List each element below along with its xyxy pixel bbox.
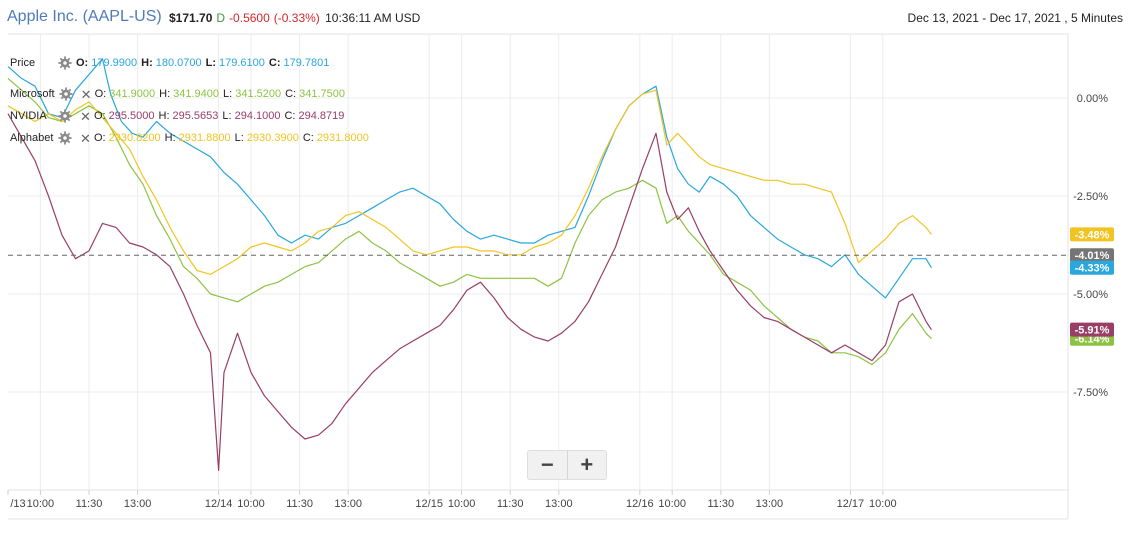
x-tick-label: 10:00: [27, 498, 55, 510]
x-tick-label: 11:30: [707, 498, 734, 510]
reference-value-badge-bg: [1070, 248, 1114, 263]
series-value-badge-alphabet: -3.48%: [1075, 229, 1110, 241]
legend-value-h: 341.9400: [173, 88, 220, 100]
legend-row-nvidia: NVIDIA ✕ O: 295.5000 H: 295.5653 L: 294.1000 C: 2…: [10, 109, 344, 123]
legend-key-h: H:: [158, 110, 170, 122]
gear-icon[interactable]: [58, 109, 72, 123]
legend-row-alphabet: Alphabet ✕ O: 2930.8200 H: 2931.8800 L: 2930.39…: [10, 131, 369, 145]
legend-key-c: C:: [285, 88, 297, 100]
date-range[interactable]: Dec 13, 2021 - Dec 17, 2021 , 5 Minutes: [907, 11, 1123, 25]
x-tick-label: 13:00: [124, 498, 152, 510]
series-line-alphabet: [7, 89, 932, 275]
series-value-badge-nvidia-bg: [1070, 322, 1114, 337]
legend-key-l: L:: [223, 88, 233, 100]
legend-row-microsoft: Microsoft ✕ O: 341.9000 H: 341.9400 L: 341.5200…: [10, 87, 345, 101]
zoom-control: − +: [527, 450, 607, 480]
x-tick-label: 11:30: [286, 498, 313, 510]
legend-row-price: Price O: 179.9900 H: 180.0700 L: 179.6100 C: 179…: [10, 56, 329, 70]
price-change: -0.5600: [229, 11, 270, 25]
quote-line: $171.70 D -0.5600 (-0.33%) 10:36:11 AM USD: [169, 11, 420, 25]
gear-icon[interactable]: [59, 87, 73, 101]
legend-key-l: L:: [205, 57, 217, 69]
series-line-nvidia: [7, 113, 932, 471]
legend-value-l: 294.1000: [234, 110, 281, 122]
x-tick-label: 11:30: [497, 498, 524, 510]
y-tick-label: 0.00%: [1077, 93, 1108, 105]
minus-icon: −: [540, 452, 554, 477]
reference-value-badge: -4.01%: [1075, 250, 1110, 262]
legend-key-l: L:: [222, 110, 232, 122]
legend-value-o: 295.5000: [108, 110, 155, 122]
series-value-badge-price-bg: [1070, 260, 1114, 275]
legend-key-c: C:: [302, 132, 314, 144]
close-icon[interactable]: ✕: [80, 86, 92, 102]
y-tick-label: -7.50%: [1073, 387, 1108, 399]
close-icon[interactable]: ✕: [80, 130, 91, 146]
zoom-divider: [566, 451, 568, 479]
x-tick-label: 10:00: [658, 498, 686, 510]
legend-value-c: 294.8719: [298, 110, 345, 122]
legend-key-o: O:: [94, 88, 107, 100]
legend-key-h: H:: [141, 57, 153, 69]
legend-key-c: C:: [284, 110, 296, 122]
legend-value-l: 179.6100: [219, 57, 265, 69]
x-tick-label: 13:00: [334, 498, 362, 510]
x-tick-label: 12/15: [415, 498, 443, 510]
x-tick-label: 10:00: [237, 498, 265, 510]
legend-key-c: C:: [268, 57, 281, 69]
x-tick-label: 13:00: [545, 498, 573, 510]
legend-series-name: Alphabet: [10, 132, 54, 144]
series-value-badge-alphabet-bg: [1070, 227, 1114, 242]
legend-series-name: Microsoft: [10, 88, 55, 100]
legend-series-name: Price: [10, 57, 36, 69]
x-tick-label: 12/17: [837, 498, 865, 510]
gear-icon[interactable]: [58, 56, 72, 70]
price-change-pct: (-0.33%): [273, 11, 320, 25]
quote-flag: D: [216, 11, 226, 25]
series-line-microsoft: [7, 77, 932, 366]
legend-value-h: 2931.8800: [178, 132, 231, 144]
series-value-badge-microsoft: -6.14%: [1075, 334, 1110, 346]
legend-key-o: O:: [94, 132, 106, 144]
x-tick-label: 13:00: [756, 498, 784, 510]
series-value-badge-price: -4.33%: [1075, 263, 1110, 275]
plus-icon: +: [580, 452, 594, 477]
legend-value-l: 2930.3900: [246, 132, 299, 144]
legend-value-o: 2930.8200: [108, 132, 161, 144]
legend-value-h: 180.0700: [155, 57, 202, 69]
gear-icon[interactable]: [58, 131, 72, 145]
legend-value-c: 2931.8000: [316, 132, 369, 144]
legend-series-name: NVIDIA: [10, 110, 47, 122]
zoom-out-button[interactable]: −: [528, 451, 567, 479]
close-icon[interactable]: ✕: [80, 108, 91, 124]
legend-key-l: L:: [234, 132, 244, 144]
legend-key-o: O:: [76, 57, 89, 69]
last-price: $171.70: [169, 11, 213, 25]
x-tick-label: 10:00: [448, 498, 476, 510]
y-tick-label: -2.50%: [1073, 191, 1108, 203]
legend-value-o: 341.9000: [109, 88, 156, 100]
y-tick-label: -5.00%: [1073, 289, 1108, 301]
security-title[interactable]: Apple Inc. (AAPL-US): [7, 8, 162, 25]
x-tick-label: 12/16: [626, 498, 654, 510]
series-line-price: [7, 58, 932, 299]
legend-value-c: 179.7801: [283, 57, 330, 69]
legend-value-o: 179.9900: [91, 57, 138, 69]
legend-key-h: H:: [159, 88, 171, 100]
legend-value-c: 341.7500: [299, 88, 345, 100]
zoom-in-button[interactable]: +: [568, 451, 607, 479]
legend-key-o: O:: [94, 110, 106, 122]
x-tick-label: 10:00: [869, 498, 897, 510]
quote-time: 10:36:11 AM USD: [325, 11, 421, 25]
x-tick-label: 11:30: [76, 498, 103, 510]
chart-header: Apple Inc. (AAPL-US) $171.70 D -0.5600 (-0.…: [0, 0, 1134, 34]
legend-key-h: H:: [164, 132, 176, 144]
x-tick-label: /13: [10, 498, 25, 510]
legend-value-l: 341.5200: [235, 88, 282, 100]
legend-value-h: 295.5653: [172, 110, 219, 122]
x-tick-label: 12/14: [205, 498, 233, 510]
series-value-badge-nvidia: -5.91%: [1075, 325, 1110, 337]
